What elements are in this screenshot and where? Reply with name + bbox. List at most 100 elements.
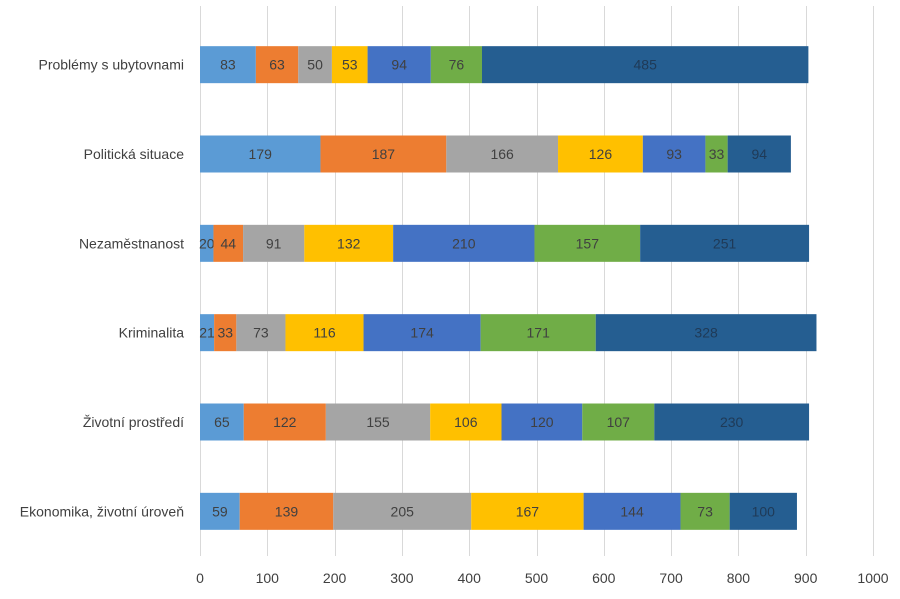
x-tick-label: 1000 <box>857 570 888 586</box>
data-label: 20 <box>199 235 215 251</box>
x-tick-label: 0 <box>196 570 204 586</box>
bar-segment <box>239 492 334 530</box>
bar-segment <box>236 314 286 352</box>
data-label: 33 <box>709 146 725 162</box>
data-label: 50 <box>307 57 323 73</box>
data-label: 485 <box>634 57 658 73</box>
bar-segment <box>727 135 791 173</box>
bar-segment <box>393 224 535 262</box>
data-label: 126 <box>589 146 613 162</box>
data-label: 107 <box>607 414 631 430</box>
x-tick-label: 800 <box>727 570 751 586</box>
data-label: 179 <box>249 146 273 162</box>
category-labels: Problémy s ubytovnami Politická situace Ne… <box>20 57 184 520</box>
bar-segment <box>333 492 472 530</box>
data-label: 44 <box>220 235 236 251</box>
bar-segment <box>534 224 641 262</box>
bar-segment <box>243 403 326 441</box>
bar-segment <box>285 314 364 352</box>
bar-segment <box>255 46 299 84</box>
data-label: 94 <box>751 146 767 162</box>
bar-segment <box>430 46 482 84</box>
x-tick-label: 900 <box>794 570 818 586</box>
bar-segment <box>214 314 237 352</box>
data-label: 144 <box>620 503 644 519</box>
bar-segment <box>680 492 730 530</box>
bar-segment <box>320 135 447 173</box>
bar-segment <box>304 224 394 262</box>
bar-segment <box>200 135 321 173</box>
data-label: 328 <box>694 325 718 341</box>
bar-segment <box>298 46 332 84</box>
data-label: 33 <box>217 325 233 341</box>
data-label: 187 <box>372 146 396 162</box>
bar-segment <box>446 135 559 173</box>
category-label: Problémy s ubytovnami <box>38 57 184 73</box>
data-label: 76 <box>449 57 465 73</box>
category-label: Ekonomika, životní úroveň <box>20 503 184 519</box>
data-label: 94 <box>391 57 407 73</box>
category-label: Nezaměstnanost <box>79 235 184 251</box>
bar-segment <box>654 403 810 441</box>
x-tick-label: 400 <box>458 570 482 586</box>
data-label: 166 <box>490 146 514 162</box>
bar-segment <box>325 403 431 441</box>
x-tick-label: 200 <box>323 570 347 586</box>
bar-segment <box>200 314 215 352</box>
data-label: 171 <box>527 325 551 341</box>
data-label: 210 <box>452 235 476 251</box>
data-label: 157 <box>576 235 600 251</box>
bar-segment <box>501 403 583 441</box>
data-label: 91 <box>266 235 282 251</box>
category-label: Politická situace <box>84 146 185 162</box>
bar-segment <box>640 224 810 262</box>
data-label: 73 <box>697 503 713 519</box>
data-label: 83 <box>220 57 236 73</box>
x-tick-label: 700 <box>659 570 683 586</box>
data-label: 251 <box>713 235 737 251</box>
data-label: 59 <box>212 503 228 519</box>
data-label: 100 <box>752 503 776 519</box>
bar-segment <box>729 492 797 530</box>
data-label: 63 <box>269 57 285 73</box>
bar-segment <box>200 224 214 262</box>
bar-segment <box>481 46 809 84</box>
bar-segment <box>200 403 244 441</box>
x-tick-label: 300 <box>390 570 414 586</box>
bar-segment <box>243 224 305 262</box>
data-label: 230 <box>720 414 744 430</box>
bar-segment <box>471 492 584 530</box>
bar-segment <box>331 46 368 84</box>
bar-segment <box>480 314 596 352</box>
gridlines <box>200 6 874 556</box>
data-label: 116 <box>313 325 336 341</box>
data-label: 106 <box>454 414 478 430</box>
data-label: 174 <box>410 325 434 341</box>
bar-segment <box>200 46 256 84</box>
data-label: 122 <box>273 414 297 430</box>
data-label: 21 <box>199 325 215 341</box>
data-label: 205 <box>391 503 415 519</box>
bar-segment <box>642 135 706 173</box>
category-label: Kriminalita <box>119 325 185 341</box>
data-label: 139 <box>275 503 299 519</box>
data-label: 132 <box>337 235 361 251</box>
bar-segment <box>363 314 481 352</box>
bar-segment <box>200 492 240 530</box>
x-axis-tick-labels: 0 100 200 300 400 500 600 700 800 900 1000 <box>196 570 889 586</box>
data-label: 155 <box>366 414 390 430</box>
bar-segment <box>367 46 431 84</box>
x-tick-label: 100 <box>256 570 280 586</box>
bar-segment <box>595 314 817 352</box>
data-label: 167 <box>516 503 540 519</box>
x-tick-label: 500 <box>525 570 549 586</box>
bar-segment <box>583 492 681 530</box>
x-tick-label: 600 <box>592 570 616 586</box>
bars: 83 63 50 53 94 76 485 179 187 166 126 93 33 94 20 44 91 1… <box>199 46 817 530</box>
bar-segment <box>705 135 728 173</box>
data-label: 65 <box>214 414 230 430</box>
category-label: Životní prostředí <box>83 414 184 430</box>
bar-segment <box>558 135 643 173</box>
bar-segment <box>213 224 244 262</box>
